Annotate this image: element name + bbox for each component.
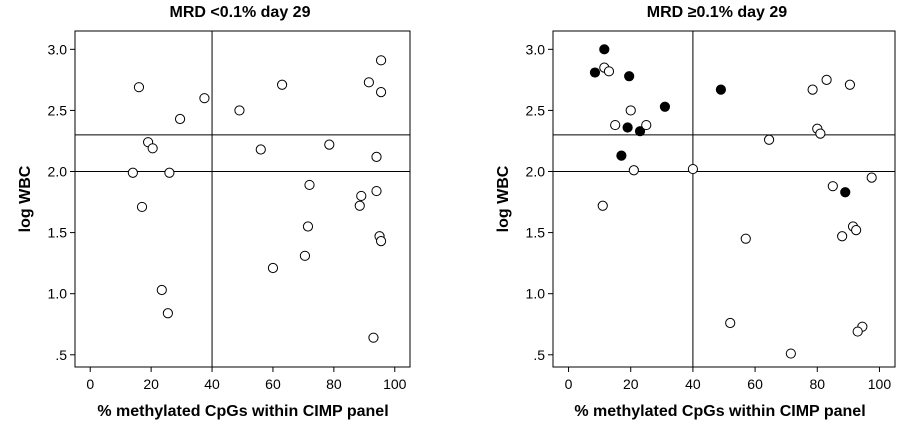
y-tick-label: .5 <box>533 347 545 363</box>
data-point-filled <box>589 67 601 78</box>
data-point-open <box>844 79 856 90</box>
data-point-open <box>164 167 175 178</box>
y-tick-label: .5 <box>55 347 67 363</box>
data-point-open <box>276 79 288 90</box>
y-tick-label: 2.0 <box>526 164 546 180</box>
data-point-open <box>162 308 173 319</box>
data-point-open <box>852 326 863 337</box>
plot-frame <box>552 30 896 368</box>
x-tick-label: 20 <box>143 376 159 392</box>
data-point-open <box>821 74 832 85</box>
data-point-open <box>147 143 158 154</box>
data-point-open <box>267 262 279 274</box>
data-point-open <box>136 201 148 213</box>
data-point-open <box>687 163 699 175</box>
x-tick-label: 100 <box>868 376 892 392</box>
chart-title: MRD <0.1% day 29 <box>170 4 311 21</box>
data-point-open <box>156 284 167 296</box>
x-tick-label: 40 <box>685 376 701 392</box>
data-point-open <box>628 165 639 176</box>
data-point-open <box>324 139 335 150</box>
x-tick-label: 80 <box>809 376 825 392</box>
x-tick-label: 60 <box>265 376 281 392</box>
data-point-open <box>807 84 818 95</box>
data-point-filled <box>624 71 635 82</box>
data-point-open <box>375 55 387 66</box>
data-point-open <box>368 332 379 343</box>
x-tick-label: 80 <box>326 376 342 392</box>
x-tick-label: 100 <box>383 376 407 392</box>
data-point-open <box>234 105 245 116</box>
data-point-filled <box>634 126 646 137</box>
y-tick-label: 1.5 <box>526 225 546 241</box>
y-axis-label: log WBC <box>17 165 34 232</box>
y-axis-label: log WBC <box>495 165 512 232</box>
data-point-filled <box>599 44 610 55</box>
y-tick-label: 2.5 <box>526 102 546 118</box>
y-tick-label: 1.5 <box>48 225 68 241</box>
data-point-filled <box>622 122 633 133</box>
x-tick-label: 0 <box>565 376 573 392</box>
data-point-filled <box>659 101 671 112</box>
data-point-open <box>375 236 387 247</box>
data-point-open <box>356 190 367 202</box>
data-point-open <box>302 221 314 232</box>
data-point-open <box>127 167 138 178</box>
x-axis-label: % methylated CpGs within CIMP panel <box>97 403 388 420</box>
data-point-open <box>304 179 315 191</box>
data-point-open <box>597 200 608 211</box>
data-point-open <box>603 66 615 77</box>
data-point-open <box>255 144 266 155</box>
data-point-filled <box>715 84 726 95</box>
data-point-open <box>371 151 382 162</box>
data-point-open <box>199 93 210 104</box>
data-point-filled <box>616 150 627 161</box>
data-point-open <box>725 317 736 329</box>
chart-title: MRD ≥0.1% day 29 <box>647 4 787 21</box>
data-point-open <box>299 250 311 261</box>
data-point-open <box>174 113 186 125</box>
data-point-open <box>815 128 826 139</box>
x-tick-label: 40 <box>204 376 220 392</box>
plot-frame <box>74 30 411 368</box>
data-point-open <box>625 105 636 116</box>
data-point-open <box>763 134 775 145</box>
y-tick-label: 1.0 <box>526 286 546 302</box>
data-point-filled <box>840 187 851 198</box>
data-point-open <box>610 119 621 131</box>
data-point-open <box>827 181 838 192</box>
y-tick-label: 3.0 <box>48 41 68 57</box>
x-tick-label: 20 <box>623 376 639 392</box>
y-tick-label: 2.5 <box>48 102 68 118</box>
data-point-open <box>371 185 382 197</box>
data-point-open <box>785 348 796 359</box>
x-axis-label: % methylated CpGs within CIMP panel <box>574 403 865 420</box>
data-point-open <box>740 233 751 244</box>
data-point-open <box>133 82 145 93</box>
y-tick-label: 2.0 <box>48 164 68 180</box>
data-point-open <box>866 172 877 183</box>
data-point-open <box>851 225 862 236</box>
data-point-open <box>837 231 848 242</box>
x-tick-label: 0 <box>86 376 94 392</box>
data-point-open <box>363 77 374 88</box>
y-tick-label: 1.0 <box>48 286 68 302</box>
y-tick-label: 3.0 <box>526 41 546 57</box>
data-point-open <box>375 86 387 98</box>
data-point-open <box>354 200 365 211</box>
x-tick-label: 60 <box>747 376 763 392</box>
data-point-open <box>641 119 652 131</box>
